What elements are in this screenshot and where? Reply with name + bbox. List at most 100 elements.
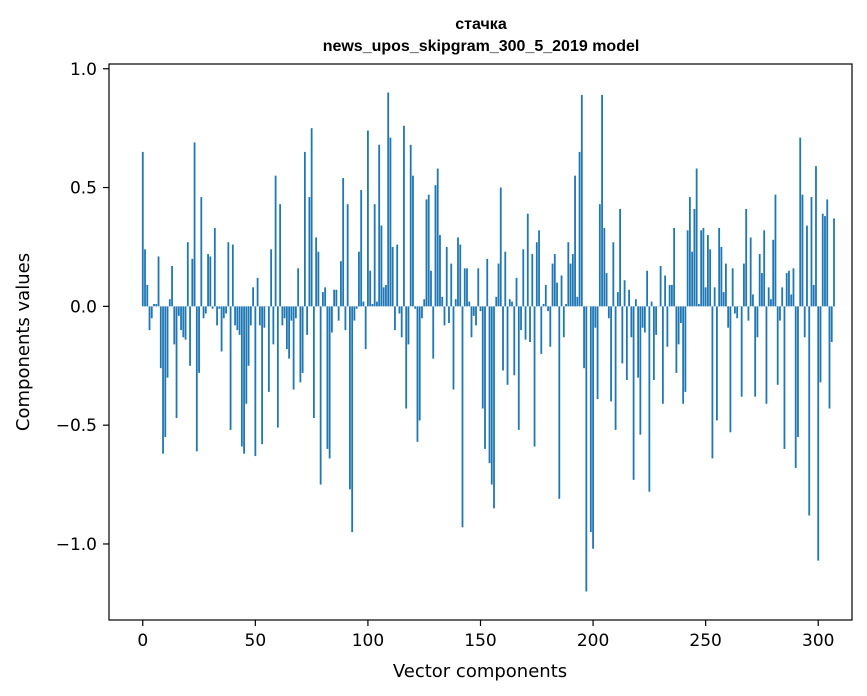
bar [297,268,300,307]
bar [288,306,291,359]
bar [754,306,757,397]
bar [198,306,200,373]
bar [574,175,576,307]
bar [301,306,304,373]
bar [772,239,775,307]
bar [743,263,745,307]
bar [468,301,471,307]
bar [261,306,263,445]
bar [234,306,236,326]
bar [610,306,612,402]
bar [276,306,279,428]
bar [637,306,640,378]
bar [472,306,475,316]
bar [542,303,545,307]
bar [502,306,504,371]
bar [655,306,658,335]
bar [830,306,833,342]
bar [227,242,230,307]
chart-title: стачка [455,16,507,33]
bar [238,306,241,335]
bar [281,306,284,326]
bar [529,306,531,342]
bar [312,306,315,419]
bar [254,306,257,457]
bar [220,306,223,352]
bar [686,230,689,307]
bar [360,189,363,307]
bar [684,306,687,392]
bar [774,194,777,307]
bar [378,144,381,307]
x-tick-label: 300 [802,631,834,651]
bar [385,284,387,307]
bar [639,306,642,435]
bar [173,306,176,345]
bar [373,204,376,307]
bars-group [141,92,835,592]
bar [144,249,146,307]
bar [540,306,543,354]
bar [691,251,694,307]
bar [650,301,653,307]
bar [511,301,513,307]
bar [452,306,455,390]
bar [713,287,716,307]
bar [177,306,180,316]
bar [648,306,651,492]
bar [499,187,502,307]
bar [585,306,588,592]
bar [450,263,453,307]
bar [752,294,754,307]
bar [522,249,525,307]
bar [380,225,383,307]
bar [258,306,261,326]
bar [207,254,209,307]
bar [661,306,664,404]
bar [216,306,218,326]
bar [531,254,534,307]
bar [817,306,820,561]
bar [576,296,579,307]
bar [513,306,516,376]
bar [767,287,770,307]
bar [346,204,349,307]
bar [625,306,628,381]
bar [319,306,322,485]
bar [477,268,480,307]
bar [704,287,707,307]
bar [756,306,759,338]
bar [391,246,394,307]
x-tick-label: 100 [352,631,384,651]
bar [358,251,360,307]
y-tick-label: 0.0 [70,297,97,317]
bar [571,254,574,307]
bar [475,306,477,326]
bar [387,92,390,307]
bar [364,306,367,350]
bar [466,268,468,307]
bar [400,306,403,338]
bar [367,130,369,307]
bar [833,218,835,307]
bar [580,94,583,307]
bar [553,254,556,307]
bar [497,263,500,307]
bar [495,296,498,307]
bar [623,280,626,307]
bar [279,204,282,307]
x-tick-label: 150 [464,631,496,651]
bar [249,306,252,326]
bar [171,265,173,307]
bar [299,306,302,383]
bar [423,299,426,307]
bar [157,256,160,307]
bar [815,166,817,307]
bar [245,306,248,404]
bar [209,256,212,307]
bar [592,306,594,549]
bar [779,306,781,321]
bar [702,227,705,307]
x-tick-label: 250 [689,631,721,651]
bar [670,284,673,307]
